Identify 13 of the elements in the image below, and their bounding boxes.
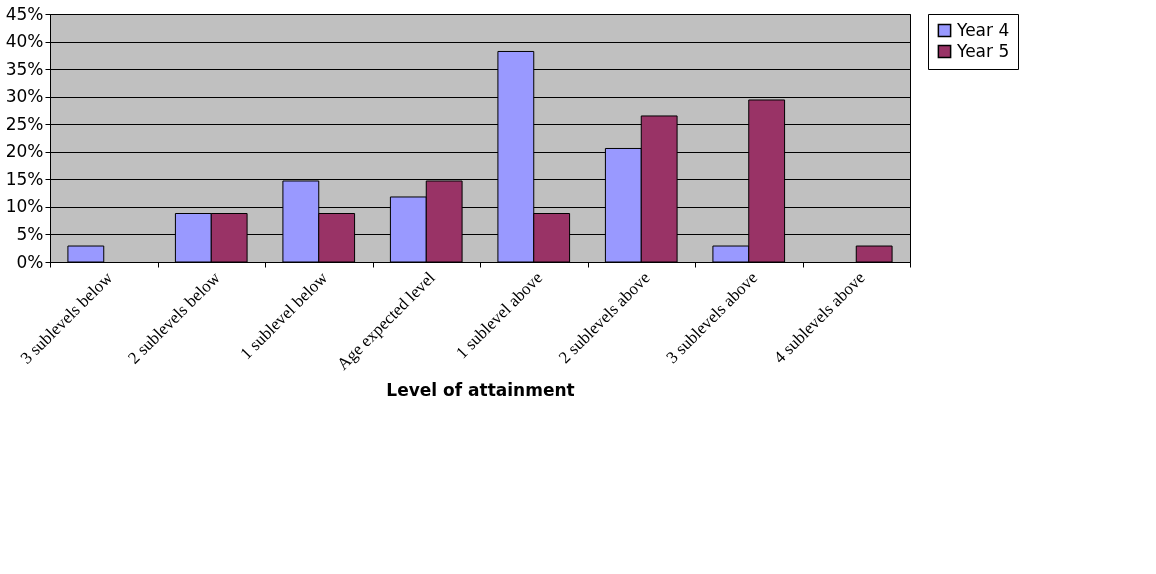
y-tick-label: 0%: [16, 251, 44, 272]
legend-label: Year 4: [956, 19, 1010, 40]
y-tick-label: 10%: [5, 196, 44, 217]
y-tick-label: 40%: [5, 31, 44, 52]
y-tick-label: 25%: [5, 113, 44, 134]
y-tick-label: 45%: [5, 3, 44, 24]
y-tick-label: 30%: [5, 86, 44, 107]
y-tick-label: 5%: [16, 223, 44, 244]
y-tick-label: 35%: [5, 58, 44, 79]
x-axis-title: Level of attainment: [386, 379, 575, 400]
y-tick-label: 20%: [5, 141, 44, 162]
y-tick-label: 15%: [5, 168, 44, 189]
legend-label: Year 5: [956, 40, 1010, 61]
